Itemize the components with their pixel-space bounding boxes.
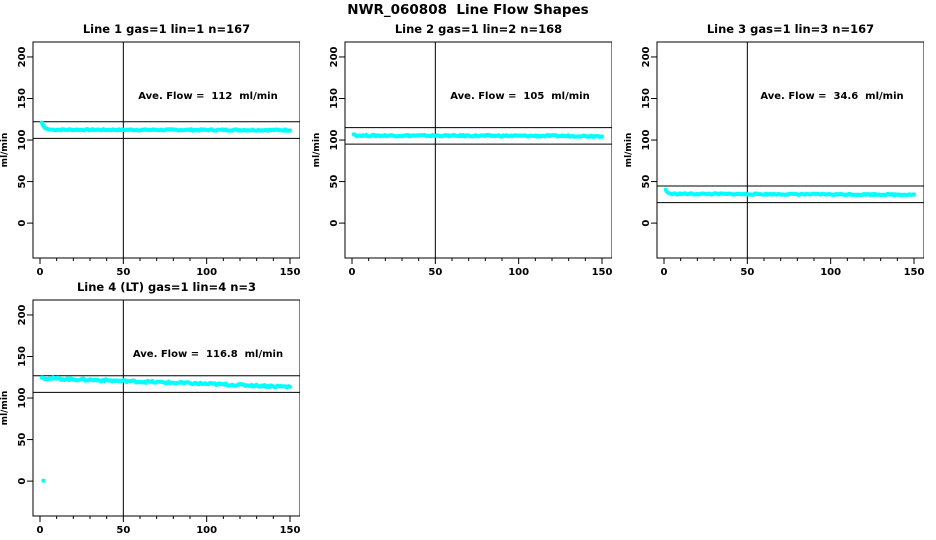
avg-flow-annotation: Ave. Flow = 116.8 ml/min — [132, 349, 284, 360]
y-tick-label: 200 — [17, 46, 28, 67]
avg-flow-annotation: Ave. Flow = 112 ml/min — [138, 91, 278, 102]
y-axis-label: ml/min — [624, 133, 634, 168]
y-tick-label: 0 — [641, 220, 652, 227]
x-tick-label: 50 — [428, 267, 442, 278]
x-tick-label: 150 — [280, 525, 300, 536]
avg-flow-annotation: Ave. Flow = 105 ml/min — [450, 91, 590, 102]
data-point — [599, 134, 605, 139]
plot-box — [656, 41, 924, 259]
panel-title: Line 4 (LT) gas=1 lin=4 n=3 — [76, 280, 257, 294]
y-tick-label: 200 — [17, 304, 28, 325]
y-tick-label: 150 — [17, 346, 28, 367]
plot-box — [344, 41, 612, 259]
data-point — [287, 128, 293, 133]
y-tick-label: 0 — [329, 220, 340, 227]
y-tick-label: 200 — [641, 46, 652, 67]
x-tick-label: 0 — [37, 525, 44, 536]
panel-title: Line 3 gas=1 lin=3 n=167 — [706, 22, 875, 36]
panel-plot: 0 50 100 150 0 50 100 150 200 ml/min — [0, 41, 300, 278]
y-axis-label: ml/min — [0, 133, 10, 168]
panel-plot: 0 50 100 150 0 50 100 150 200 ml/min — [624, 41, 924, 278]
panel-line-3: Line 3 gas=1 lin=3 n=167 Ave. Flow = 34.… — [624, 20, 924, 282]
y-tick-label: 200 — [329, 46, 340, 67]
data-point — [911, 192, 917, 197]
x-tick-label: 0 — [349, 267, 356, 278]
plot-box — [32, 41, 300, 259]
y-axis-label: ml/min — [312, 133, 322, 168]
x-tick-label: 0 — [37, 267, 44, 278]
x-tick-label: 50 — [740, 267, 754, 278]
y-axis-label: ml/min — [0, 391, 10, 426]
y-tick-label: 150 — [641, 88, 652, 109]
panel-line-4: Line 4 (LT) gas=1 lin=4 n=3 Ave. Flow = … — [0, 278, 300, 540]
y-tick-label: 50 — [641, 175, 652, 189]
y-tick-label: 0 — [17, 220, 28, 227]
x-tick-label: 150 — [280, 267, 300, 278]
main-title: NWR_060808 Line Flow Shapes — [347, 2, 589, 18]
panel-line-1: Line 1 gas=1 lin=1 n=167 Ave. Flow = 112… — [0, 20, 300, 282]
y-tick-label: 150 — [329, 88, 340, 109]
y-tick-label: 100 — [17, 130, 28, 151]
panel-plot: 0 50 100 150 0 50 100 150 200 ml/min — [0, 299, 300, 536]
x-tick-label: 100 — [508, 267, 529, 278]
panel-title: Line 1 gas=1 lin=1 n=167 — [82, 22, 251, 36]
y-tick-label: 100 — [329, 130, 340, 151]
y-tick-label: 150 — [17, 88, 28, 109]
x-tick-label: 0 — [661, 267, 668, 278]
x-tick-label: 50 — [116, 525, 130, 536]
x-tick-label: 50 — [116, 267, 130, 278]
x-tick-label: 150 — [592, 267, 612, 278]
plot-box — [32, 299, 300, 517]
y-tick-label: 100 — [17, 388, 28, 409]
y-tick-label: 50 — [329, 175, 340, 189]
avg-flow-annotation: Ave. Flow = 34.6 ml/min — [760, 91, 904, 102]
y-tick-label: 100 — [641, 130, 652, 151]
data-point — [41, 478, 46, 483]
panel-plot: 0 50 100 150 0 50 100 150 200 ml/min — [312, 41, 612, 278]
y-tick-label: 50 — [17, 175, 28, 189]
x-tick-label: 100 — [820, 267, 841, 278]
y-tick-label: 50 — [17, 433, 28, 447]
panel-title: Line 2 gas=1 lin=2 n=168 — [394, 22, 563, 36]
x-tick-label: 100 — [196, 525, 217, 536]
y-tick-label: 0 — [17, 478, 28, 485]
data-point — [287, 384, 293, 389]
x-tick-label: 150 — [904, 267, 924, 278]
x-tick-label: 100 — [196, 267, 217, 278]
panel-line-2: Line 2 gas=1 lin=2 n=168 Ave. Flow = 105… — [312, 20, 612, 282]
